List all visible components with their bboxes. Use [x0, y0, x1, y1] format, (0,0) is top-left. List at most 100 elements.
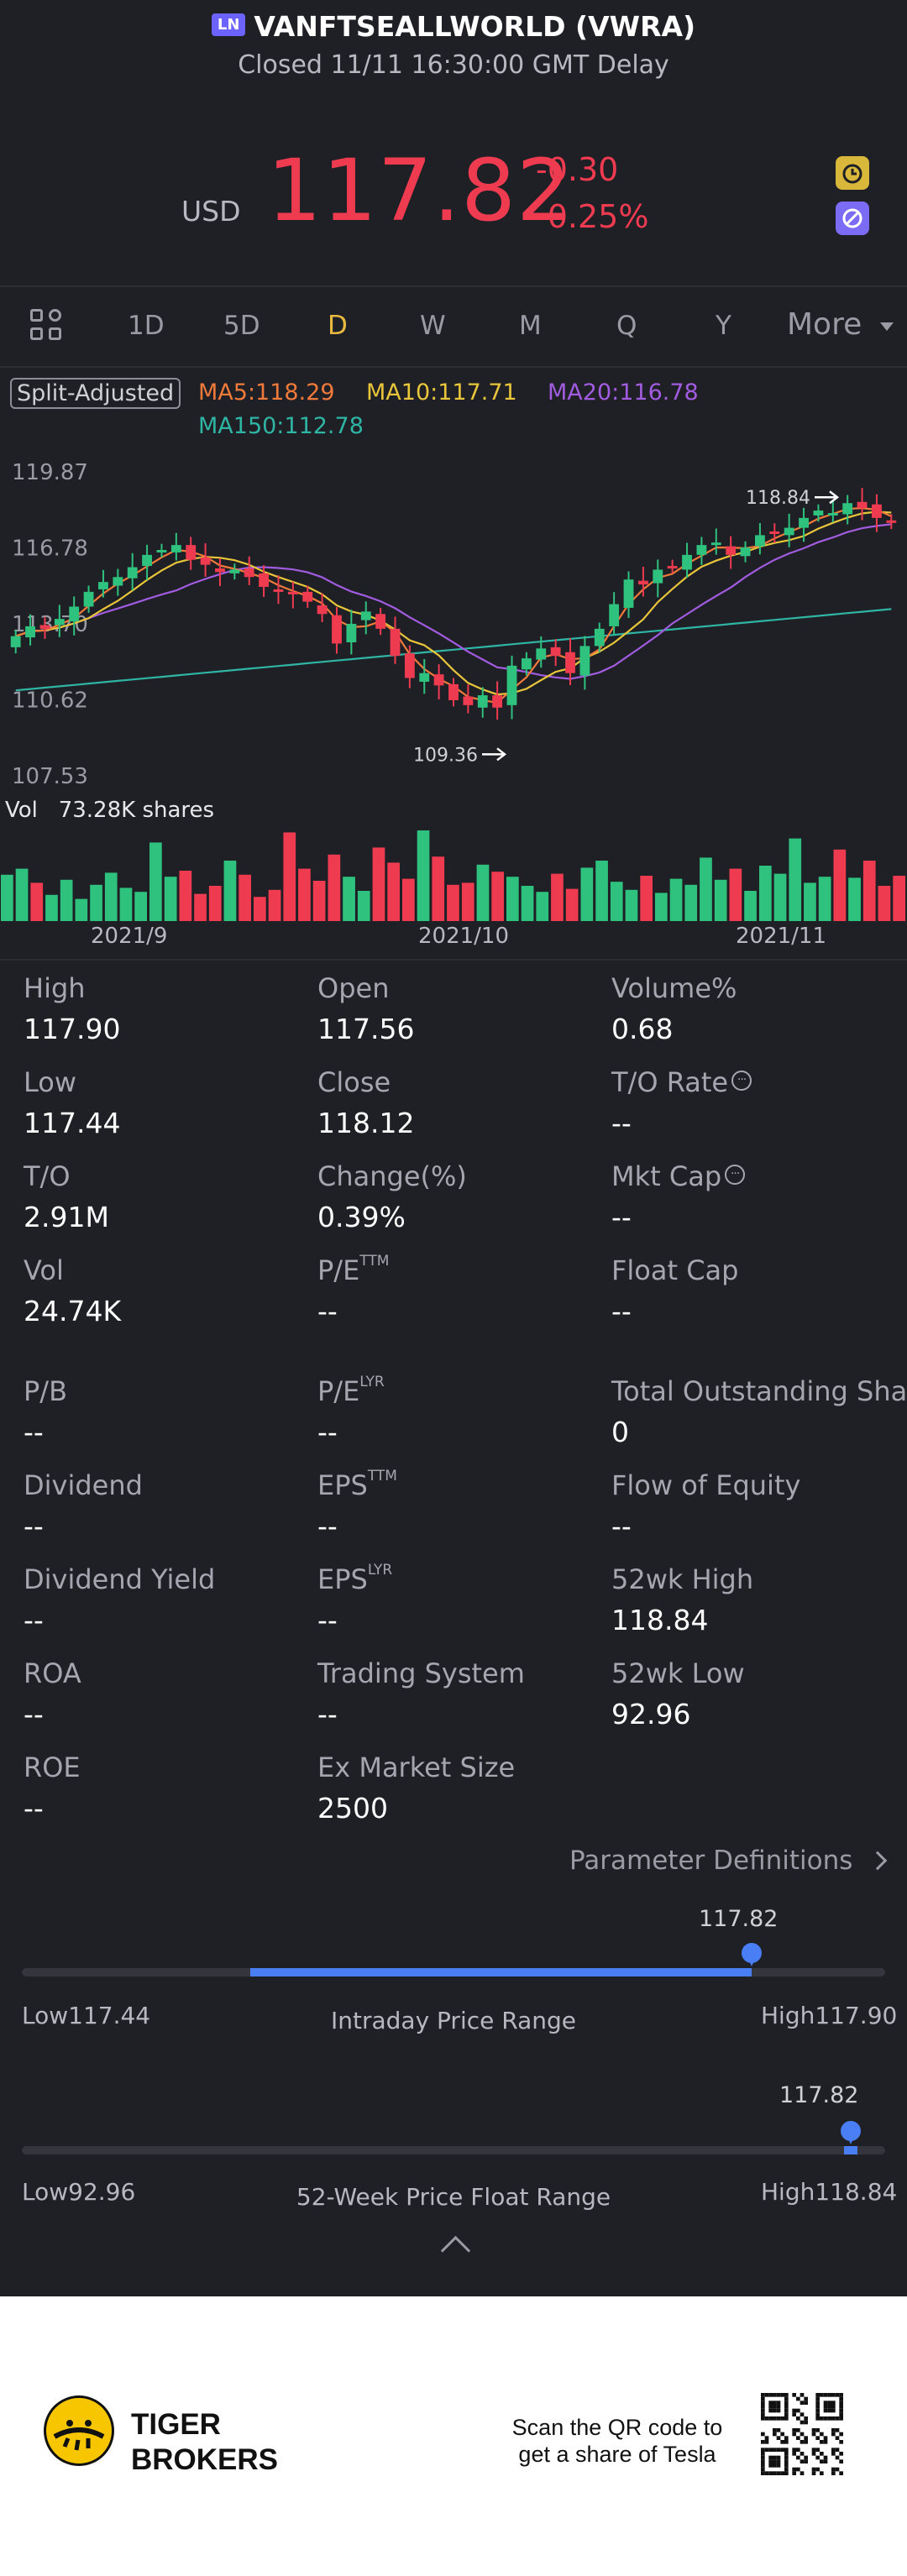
info-icon[interactable]: ···: [731, 1071, 752, 1091]
stat-label: Dividend Yield: [24, 1563, 309, 1595]
stat-label: Low: [24, 1066, 309, 1098]
candle-body: [170, 545, 181, 552]
candle-body: [346, 624, 357, 643]
x-label: 2021/11: [736, 924, 827, 949]
stat-cell: P/ETTM --: [317, 1253, 603, 1327]
volume-bar: [447, 884, 459, 921]
volume-bar: [729, 868, 742, 921]
candle-body: [609, 604, 620, 626]
stat-label-text: ROA: [24, 1657, 81, 1689]
stat-label-text: T/O: [24, 1160, 71, 1192]
intraday-fill: [250, 1968, 752, 1977]
volume-bar: [655, 893, 668, 921]
tab-week[interactable]: W: [420, 311, 446, 341]
stat-label-text: Float Cap: [611, 1254, 739, 1286]
intraday-marker-icon: [741, 1943, 762, 1968]
candle-body: [419, 673, 430, 682]
stat-cell: Trading System --: [317, 1657, 603, 1730]
brand-line-2: BROKERS: [131, 2443, 279, 2476]
volume-bar: [551, 873, 564, 921]
candlestick-chart[interactable]: 119.87116.78113.70110.62107.53118.84109.…: [0, 443, 907, 789]
candle-body: [39, 625, 50, 629]
stat-cell: Flow of Equity --: [611, 1469, 897, 1542]
stat-value: 117.90: [24, 1013, 121, 1045]
stat-cell: Close 118.12: [317, 1066, 603, 1139]
candle-body: [740, 547, 751, 557]
volume-legend: Vol 73.28K shares: [5, 798, 214, 823]
info-icon[interactable]: ···: [725, 1165, 746, 1185]
candle-body: [755, 535, 765, 547]
tab-1d[interactable]: 1D: [128, 311, 165, 341]
parameter-definitions-link[interactable]: Parameter Definitions: [569, 1846, 888, 1876]
intraday-high: High117.90: [761, 2002, 898, 2029]
stat-cell: ROA --: [24, 1657, 309, 1730]
candle-body: [98, 582, 108, 589]
candle-body: [637, 580, 648, 585]
week52-range-title: 52-Week Price Float Range: [296, 2183, 611, 2211]
stat-value: 92.96: [611, 1698, 691, 1730]
candle-body: [317, 605, 328, 615]
volume-bar: [818, 877, 831, 921]
candle-body: [259, 573, 270, 587]
layout-grid-icon[interactable]: [30, 309, 64, 343]
collapse-chevron-icon[interactable]: [440, 2235, 471, 2266]
stat-label-text: P/E: [317, 1254, 360, 1286]
qr-code-icon[interactable]: [761, 2393, 843, 2475]
divider: [0, 366, 907, 368]
volume-bar: [417, 830, 430, 921]
stat-cell: EPSTTM --: [317, 1468, 603, 1542]
change-amount: -0.30: [536, 151, 619, 188]
stat-cell: Vol 24.74K: [24, 1254, 309, 1327]
volume-bar: [254, 897, 266, 921]
caret-down-icon: [879, 322, 894, 331]
volume-bar: [714, 879, 727, 921]
stat-cell: Total Outstanding Shares 0: [611, 1375, 907, 1448]
stat-cell: Volume% 0.68: [611, 972, 897, 1045]
candle-body: [127, 567, 138, 579]
volume-bar: [461, 882, 474, 921]
stat-cell: Dividend --: [24, 1469, 309, 1542]
volume-bar: [536, 892, 549, 921]
parameter-definitions-label: Parameter Definitions: [569, 1846, 853, 1876]
stat-value: --: [317, 1510, 338, 1542]
volume-bar: [223, 861, 237, 921]
period-tabs: 1D 5D D W M Q Y More: [0, 289, 907, 366]
volume-chart[interactable]: [0, 827, 907, 921]
stat-cell: High 117.90: [24, 972, 309, 1045]
volume-bar: [283, 832, 296, 921]
y-tick-label: 116.78: [12, 537, 88, 562]
scan-line-2: get a share of Tesla: [518, 2442, 716, 2467]
stock-title: LN VANFTSEALLWORLD (VWRA): [0, 10, 907, 43]
volume-bar: [610, 882, 623, 921]
min-arrow-icon: [482, 747, 507, 762]
tab-5d[interactable]: 5D: [223, 311, 260, 341]
candle-body: [842, 503, 853, 515]
brand-line-1: TIGER: [131, 2408, 221, 2441]
stat-label: Open: [317, 972, 603, 1004]
stat-label-superscript: TTM: [359, 1253, 390, 1270]
tab-year[interactable]: Y: [716, 311, 731, 341]
stat-label: Change(%): [317, 1160, 603, 1192]
split-adjusted-toggle[interactable]: Split-Adjusted: [10, 378, 181, 409]
candle-body: [827, 512, 838, 516]
candle-body: [594, 628, 605, 647]
candle-body: [799, 517, 809, 528]
sync-icon[interactable]: [836, 202, 869, 235]
stat-value: --: [24, 1792, 44, 1825]
candle-body: [186, 545, 197, 560]
stat-value: --: [611, 1201, 632, 1233]
volume-bar: [194, 893, 207, 921]
volume-bar: [119, 887, 133, 921]
candle-body: [682, 554, 692, 570]
tab-quarter[interactable]: Q: [616, 311, 637, 341]
candle-body: [200, 557, 211, 565]
tab-month[interactable]: M: [519, 311, 542, 341]
tab-day[interactable]: D: [328, 311, 348, 341]
volume-bar: [625, 889, 638, 921]
volume-bar: [60, 879, 73, 921]
clock-icon[interactable]: [836, 156, 869, 190]
more-menu[interactable]: More: [787, 307, 894, 342]
candle-body: [433, 674, 444, 686]
volume-bar: [402, 878, 415, 921]
ma150-value: MA150:112.78: [198, 413, 364, 439]
